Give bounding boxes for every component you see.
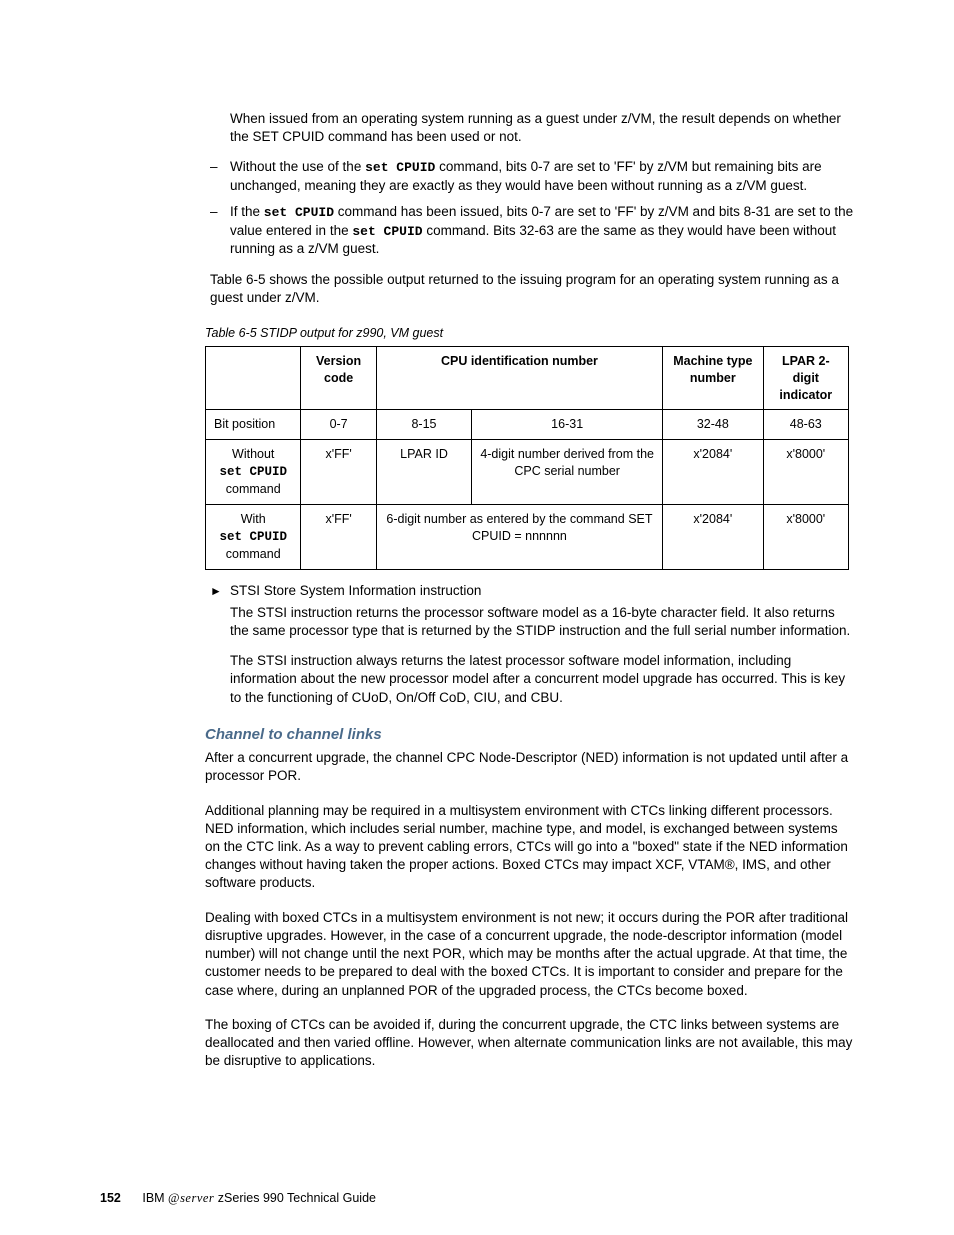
table-cell: 48-63 [763,410,848,440]
dash-item-2: – If the set CPUID command has been issu… [210,203,854,258]
channel-para-4: The boxing of CTCs can be avoided if, du… [205,1016,854,1071]
table-header-version: Version code [301,346,376,410]
inline-code: set CPUID [352,224,422,239]
text: command [226,482,281,496]
table-cell: x'2084' [663,504,763,569]
channel-heading: Channel to channel links [205,725,854,745]
table-cell: 0-7 [301,410,376,440]
text: Without the use of the [230,159,365,174]
intro-para-1: When issued from an operating system run… [230,110,854,146]
inline-code: set CPUID [264,205,334,220]
page-footer: 152 IBM @server zSeries 990 Technical Gu… [100,1190,376,1207]
intro-para-2: Table 6-5 shows the possible output retu… [210,271,854,307]
inline-code: set CPUID [219,530,287,544]
table-cell: Without set CPUID command [206,440,301,505]
text: If the [230,204,264,219]
table-cell: 6-digit number as entered by the command… [376,504,662,569]
text: command [226,547,281,561]
table-cell: x'8000' [763,440,848,505]
dash-marker: – [210,203,230,258]
table-row: Bit position 0-7 8-15 16-31 32-48 48-63 [206,410,849,440]
page-number: 152 [100,1191,121,1205]
table-wrapper: Table 6-5 STIDP output for z990, VM gues… [210,325,854,570]
dash-item-1: – Without the use of the set CPUID comma… [210,158,854,195]
table-header-row: Version code CPU identification number M… [206,346,849,410]
channel-para-2: Additional planning may be required in a… [205,802,854,893]
stidp-table: Version code CPU identification number M… [205,346,849,570]
bullet-item-stsi: ► STSI Store System Information instruct… [210,582,854,600]
table-cell: 4-digit number derived from the CPC seri… [472,440,663,505]
dash-body: Without the use of the set CPUID command… [230,158,854,195]
stsi-para-2: The STSI instruction always returns the … [230,652,854,707]
table-header-blank [206,346,301,410]
eserver-text: server [180,1191,214,1205]
stsi-para-1: The STSI instruction returns the process… [230,604,854,640]
channel-para-3: Dealing with boxed CTCs in a multisystem… [205,909,854,1000]
page: When issued from an operating system run… [0,0,954,1235]
table-cell: 8-15 [376,410,471,440]
footer-book-pre: IBM [142,1191,168,1205]
text: With [241,512,266,526]
table-cell: 16-31 [472,410,663,440]
table-cell: With set CPUID command [206,504,301,569]
table-row: Without set CPUID command x'FF' LPAR ID … [206,440,849,505]
table-cell: 32-48 [663,410,763,440]
stsi-section: ► STSI Store System Information instruct… [210,582,854,707]
text: Without [232,447,274,461]
table-cell: Bit position [206,410,301,440]
table-cell: x'2084' [663,440,763,505]
content-area: When issued from an operating system run… [210,110,854,307]
table-cell: LPAR ID [376,440,471,505]
triangle-bullet-icon: ► [210,582,230,600]
eserver-logo: @server [168,1191,214,1205]
table-row: With set CPUID command x'FF' 6-digit num… [206,504,849,569]
table-caption: Table 6-5 STIDP output for z990, VM gues… [205,325,854,342]
dash-marker: – [210,158,230,195]
table-cell: x'FF' [301,440,376,505]
inline-code: set CPUID [219,465,287,479]
table-cell: x'FF' [301,504,376,569]
channel-section: Channel to channel links [210,725,854,745]
table-cell: x'8000' [763,504,848,569]
table-header-machine: Machine type number [663,346,763,410]
footer-book-post: zSeries 990 Technical Guide [214,1191,376,1205]
inline-code: set CPUID [365,160,435,175]
dash-body: If the set CPUID command has been issued… [230,203,854,258]
table-header-cpuid: CPU identification number [376,346,662,410]
table-header-lpar: LPAR 2-digit indicator [763,346,848,410]
channel-body: After a concurrent upgrade, the channel … [205,749,854,1070]
bullet-body: STSI Store System Information instructio… [230,582,854,600]
channel-para-1: After a concurrent upgrade, the channel … [205,749,854,785]
